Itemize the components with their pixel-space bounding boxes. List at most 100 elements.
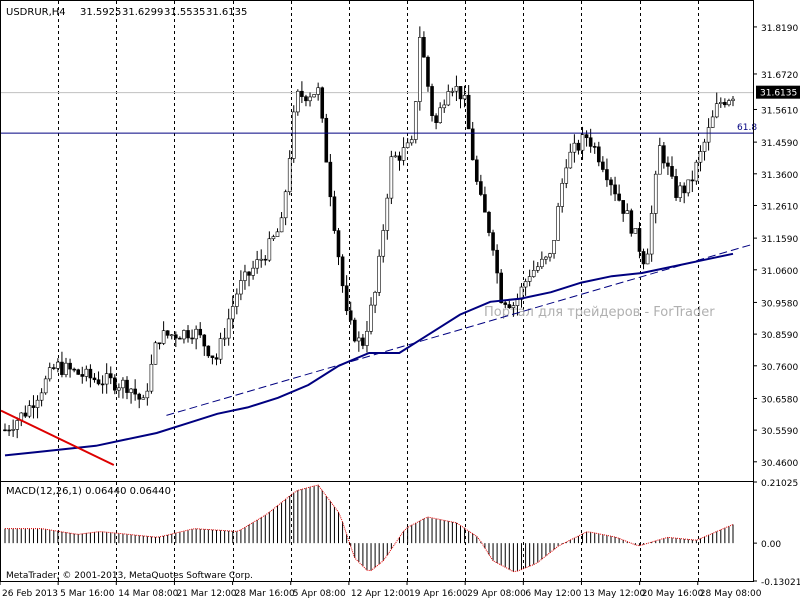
dashed-trendline — [166, 243, 754, 416]
candle-body — [80, 374, 85, 377]
candle-body — [666, 162, 670, 167]
candle-body — [84, 368, 89, 377]
candle-body — [572, 142, 577, 153]
candle-body — [617, 193, 621, 201]
candle-body — [344, 285, 349, 312]
candle-body — [609, 179, 613, 186]
candle-body — [564, 167, 569, 184]
candle-body — [605, 169, 609, 181]
candle-body — [702, 141, 707, 152]
ohlc-open: 31.5925 — [80, 7, 121, 18]
candle-body — [483, 194, 487, 213]
candle-body — [596, 146, 601, 163]
time-tick-label: 12 Apr 12:00 — [351, 589, 410, 599]
price-tick-label: 30.9580 — [761, 299, 798, 309]
candle-body — [499, 272, 503, 304]
candle-body — [218, 338, 223, 360]
candle-body — [389, 156, 394, 199]
candle-body — [235, 293, 239, 307]
candle-body — [255, 259, 259, 269]
candle-body — [56, 361, 60, 369]
trendlines-group — [0, 243, 754, 466]
candle-body — [653, 173, 658, 214]
candle-body — [454, 86, 459, 92]
price-tick-label: 31.3600 — [761, 171, 798, 181]
watermark-text: Портал для трейдеров - ForTrader — [484, 305, 715, 320]
candle-body — [434, 115, 438, 123]
candle-body — [474, 159, 479, 182]
price-tick-label: 31.5610 — [761, 106, 798, 116]
candle-body — [7, 429, 11, 432]
candle-body — [117, 387, 121, 391]
candle-body — [178, 337, 182, 340]
candle-body — [283, 191, 288, 219]
candle-body — [153, 342, 158, 365]
candle-body — [267, 238, 272, 261]
candle-body — [320, 87, 325, 119]
candle-body — [686, 179, 691, 194]
candle-body — [308, 96, 312, 102]
candle-body — [540, 258, 544, 268]
symbol-label: USDRUR,H4 — [6, 7, 66, 18]
candle-body — [401, 147, 406, 161]
candle-body — [568, 151, 573, 169]
candle-body — [365, 330, 369, 346]
candle-body — [580, 134, 585, 151]
candle-body — [11, 429, 15, 431]
time-tick-label: 5 Apr 08:00 — [293, 589, 346, 599]
candle-body — [316, 87, 320, 95]
candle-body — [312, 94, 316, 98]
candle-body — [275, 231, 280, 237]
candle-body — [413, 101, 418, 140]
candle-body — [515, 299, 520, 306]
price-axis: 31.8190 31.6720 31.5610 31.4590 31.3600 31.26… — [753, 24, 800, 588]
main-grid — [1, 1, 753, 481]
candle-body — [718, 102, 723, 104]
ohlc-high: 31.6299 — [122, 7, 163, 18]
candle-body — [385, 197, 390, 231]
candle-body — [674, 176, 678, 198]
candle-body — [259, 258, 264, 261]
candle-body — [633, 228, 638, 234]
candle-body — [137, 393, 142, 400]
candle-body — [682, 185, 686, 194]
candle-body — [405, 142, 410, 148]
time-tick-label: 28 May 08:00 — [700, 589, 762, 599]
candle-body — [141, 397, 146, 400]
macd-tick-label: 0.00 — [761, 540, 781, 550]
red-trendline — [0, 409, 115, 466]
candle-body — [64, 362, 68, 375]
candle-body — [210, 355, 215, 358]
candle-body — [145, 390, 150, 399]
candle-body — [426, 56, 430, 87]
candle-body — [92, 377, 97, 381]
candle-body — [446, 91, 451, 106]
candle-body — [621, 200, 625, 214]
candle-body — [43, 378, 48, 394]
candle-body — [121, 379, 125, 389]
candle-body — [247, 271, 251, 276]
candle-body — [495, 249, 499, 274]
candle-body — [369, 304, 373, 332]
candle-body — [535, 266, 540, 271]
candle-body — [418, 37, 422, 102]
candle-body — [560, 183, 564, 207]
candle-body — [641, 251, 646, 265]
candle-body — [727, 100, 731, 106]
candle-body — [458, 86, 463, 100]
macd-tick-label: 0.21025 — [761, 479, 798, 489]
candle-body — [544, 256, 548, 260]
candle-body — [381, 230, 386, 257]
candle-body — [239, 280, 243, 295]
time-tick-label: 28 Mar 16:00 — [235, 589, 295, 599]
candle-body — [279, 217, 284, 233]
candle-body — [710, 116, 715, 128]
candle-body — [68, 362, 72, 370]
candle-body — [226, 318, 231, 339]
candle-body — [645, 253, 650, 265]
price-tick-label: 31.8190 — [761, 24, 798, 34]
candle-body — [133, 388, 137, 395]
candle-body — [3, 429, 7, 432]
candle-body — [662, 145, 666, 164]
